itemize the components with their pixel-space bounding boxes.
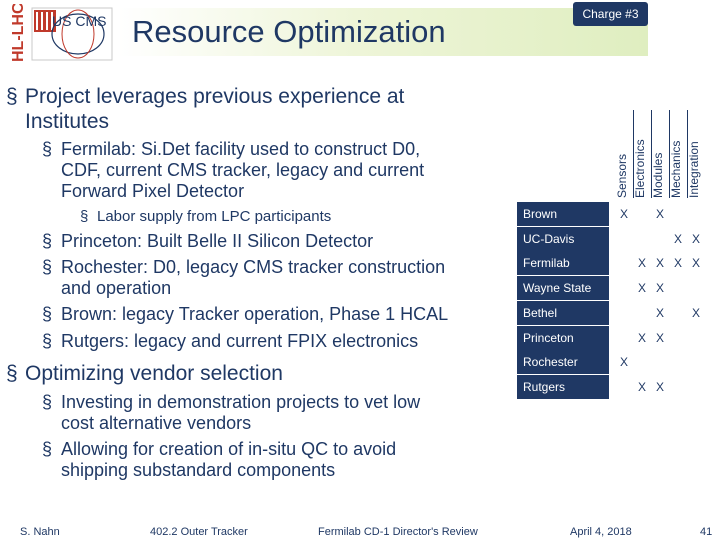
bullet-fermilab: Fermilab: Si.Det facility used to constr… xyxy=(61,139,421,159)
bullet-fermilab-line2: CDF, current CMS tracker, legacy and cur… xyxy=(61,160,425,180)
bullet-marker: § xyxy=(6,362,18,385)
hl-lhc-uscms-logo: HL-LHC US CMS xyxy=(6,4,113,64)
matrix-mark: X xyxy=(637,281,646,296)
column-header-label: Electronics xyxy=(633,139,647,198)
matrix-row: Princeton X X xyxy=(517,325,717,350)
bullet-marker: § xyxy=(42,304,53,324)
matrix-mark: X xyxy=(673,256,682,271)
matrix-mark: X xyxy=(655,207,664,221)
institute-name: Wayne State xyxy=(517,276,609,301)
bullet-rutgers: Rutgers: legacy and current FPIX electro… xyxy=(61,331,419,351)
bullet-lpc-labor: Labor supply from LPC participants xyxy=(97,208,332,225)
bullet-princeton: Princeton: Built Belle II Silicon Detect… xyxy=(61,231,374,251)
matrix-mark: X xyxy=(637,330,646,345)
column-divider xyxy=(669,110,670,198)
column-divider xyxy=(633,110,634,198)
matrix-row: Fermilab X X X X xyxy=(517,251,717,276)
footer-author: S. Nahn xyxy=(20,526,60,538)
bullet-brown: Brown: legacy Tracker operation, Phase 1… xyxy=(61,304,449,324)
column-header-electronics: Electronics xyxy=(633,110,651,198)
column-header-label: Modules xyxy=(651,152,665,198)
institute-name: Rutgers xyxy=(517,374,609,399)
column-header-label: Mechanics xyxy=(669,140,683,198)
bullet-project-experience-cont: Institutes xyxy=(25,110,110,133)
bullet-project-experience: Project leverages previous experience at xyxy=(25,85,405,108)
matrix-row: UC-Davis X X xyxy=(517,226,717,251)
bullet-marker: § xyxy=(6,85,18,108)
institute-name: Princeton xyxy=(517,325,609,350)
matrix-mark: X xyxy=(655,256,664,271)
institute-name: Brown xyxy=(517,202,609,226)
bullet-rochester-line2: and operation xyxy=(61,278,172,298)
matrix-mark: X xyxy=(619,207,628,221)
bullet-in-situ-qc-line2: shipping substandard components xyxy=(61,460,336,480)
matrix-mark: X xyxy=(655,305,664,320)
bullet-demonstration-projects-line2: cost alternative vendors xyxy=(61,413,252,433)
bullet-marker: § xyxy=(42,331,53,351)
matrix-mark: X xyxy=(655,330,664,345)
matrix-mark: X xyxy=(655,379,664,394)
column-header-sensors: Sensors xyxy=(615,110,633,198)
matrix-row: Bethel X X xyxy=(517,300,717,325)
institute-name: UC-Davis xyxy=(517,226,609,251)
bullet-marker: § xyxy=(42,439,53,459)
bullet-demonstration-projects: Investing in demonstration projects to v… xyxy=(61,392,421,412)
matrix-row: Rutgers X X xyxy=(517,374,717,399)
matrix-row: Brown X X xyxy=(517,202,717,226)
bullet-marker: § xyxy=(80,208,89,225)
matrix-mark: X xyxy=(691,231,700,246)
matrix-mark: X xyxy=(655,281,664,296)
column-header-mechanics: Mechanics xyxy=(669,110,687,198)
matrix-mark: X xyxy=(673,231,682,246)
charge-badge: Charge #3 xyxy=(573,2,648,26)
page-title: Resource Optimization xyxy=(132,14,446,49)
footer-wbs: 402.2 Outer Tracker xyxy=(150,526,248,538)
column-header-integration: Integration xyxy=(687,110,705,198)
column-divider xyxy=(687,110,688,198)
bullet-fermilab-line3: Forward Pixel Detector xyxy=(61,181,245,201)
matrix-mark: X xyxy=(619,355,628,370)
bullet-in-situ-qc: Allowing for creation of in-situ QC to a… xyxy=(61,439,397,459)
matrix-row: Rochester X xyxy=(517,350,717,375)
logo-vertical-text: HL-LHC xyxy=(10,4,27,62)
column-header-label: Integration xyxy=(687,141,701,198)
bullet-marker: § xyxy=(42,139,53,159)
matrix-mark: X xyxy=(637,379,646,394)
matrix-mark: X xyxy=(691,256,700,271)
institute-name: Rochester xyxy=(517,350,609,375)
column-header-modules: Modules xyxy=(651,110,669,198)
footer-date: April 4, 2018 xyxy=(570,526,632,538)
institute-name: Fermilab xyxy=(517,251,609,276)
matrix-mark: X xyxy=(637,256,646,271)
footer-review: Fermilab CD-1 Director's Review xyxy=(318,526,478,538)
logo-text: US CMS xyxy=(52,13,106,29)
bullet-marker: § xyxy=(42,257,53,277)
matrix-mark: X xyxy=(691,305,700,320)
institute-name: Bethel xyxy=(517,300,609,325)
bullet-vendor-selection: Optimizing vendor selection xyxy=(25,362,283,385)
bullet-marker: § xyxy=(42,392,53,412)
footer-page-number: 41 xyxy=(700,526,713,538)
bullet-marker: § xyxy=(42,231,53,251)
title-band xyxy=(118,8,648,56)
column-header-label: Sensors xyxy=(615,153,629,198)
bullet-rochester: Rochester: D0, legacy CMS tracker constr… xyxy=(61,257,446,277)
matrix-row: Wayne State X X xyxy=(517,276,717,301)
column-divider xyxy=(651,110,652,198)
